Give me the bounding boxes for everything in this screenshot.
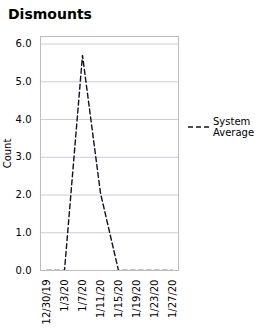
svg-text:1/7/20: 1/7/20 [77, 280, 88, 312]
svg-text:1/11/20: 1/11/20 [95, 280, 106, 319]
svg-text:2.0: 2.0 [16, 189, 32, 200]
svg-text:4.0: 4.0 [16, 114, 32, 125]
svg-text:0.0: 0.0 [16, 265, 32, 276]
html-text:System Average: System Average [213, 116, 255, 138]
svg-text:1/23/20: 1/23/20 [149, 280, 160, 319]
svg-text:3.0: 3.0 [16, 151, 32, 162]
svg-text:Count: Count [2, 139, 13, 169]
svg-text:12/30/19: 12/30/19 [41, 280, 52, 325]
svg-text:1/27/20: 1/27/20 [167, 280, 178, 319]
svg-text:5.0: 5.0 [16, 76, 32, 87]
svg-text:1/19/20: 1/19/20 [131, 280, 142, 319]
svg-text:1/15/20: 1/15/20 [113, 280, 124, 319]
svg-text:1/3/20: 1/3/20 [59, 280, 70, 312]
html-text:Dismounts: Dismounts [8, 6, 92, 22]
svg-text:1.0: 1.0 [16, 227, 32, 238]
svg-text:6.0: 6.0 [16, 38, 32, 49]
